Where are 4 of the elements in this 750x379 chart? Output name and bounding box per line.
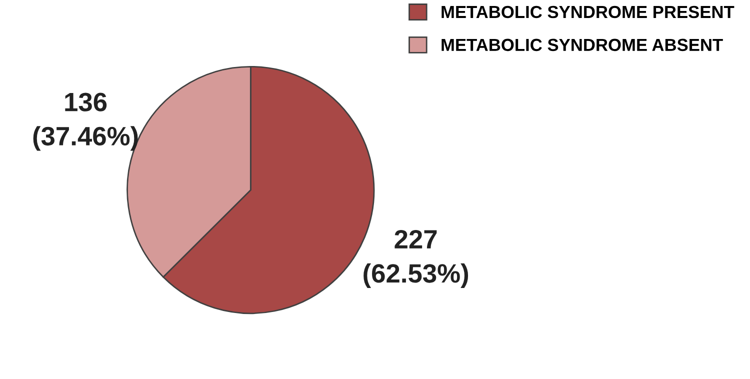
data-label: 136 (37.46%): [33, 92, 138, 151]
data-label: 227 (62.53%): [364, 230, 468, 288]
legend-label: METABOLIC SYNDROME ABSENT: [442, 38, 723, 52]
legend-label: METABOLIC SYNDROME PRESENT: [442, 6, 734, 18]
